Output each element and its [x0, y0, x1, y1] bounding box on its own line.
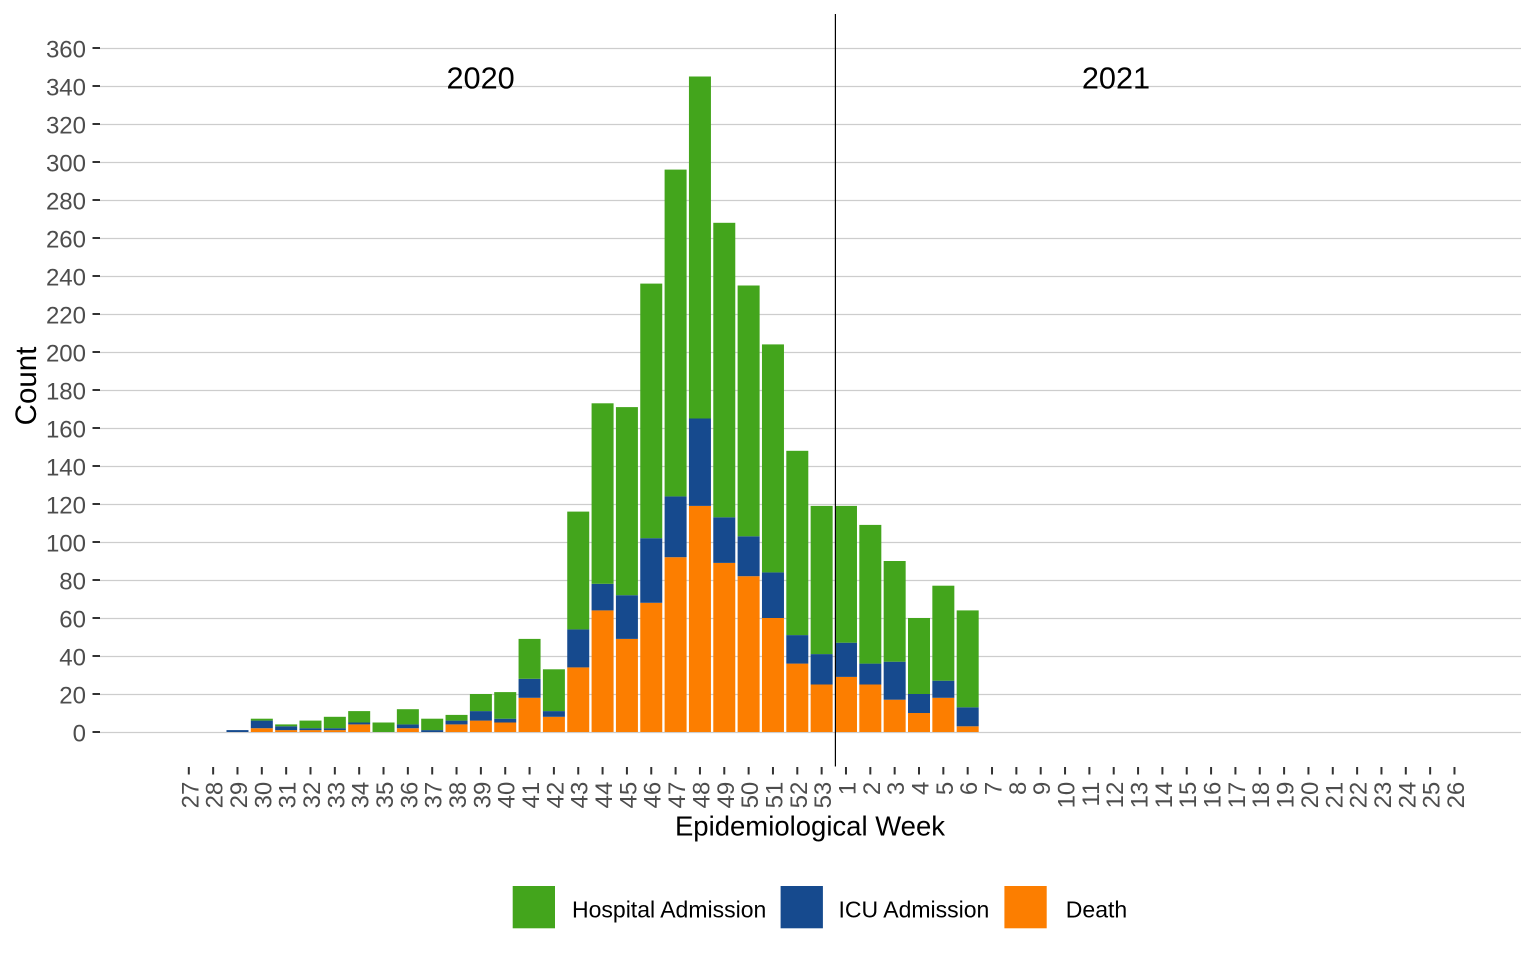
svg-text:24: 24 — [1394, 782, 1421, 809]
svg-text:51: 51 — [761, 782, 788, 809]
svg-text:Hospital Admission: Hospital Admission — [572, 897, 766, 923]
svg-text:28: 28 — [202, 782, 229, 809]
svg-text:40: 40 — [59, 645, 86, 672]
svg-text:39: 39 — [469, 782, 496, 809]
svg-text:60: 60 — [59, 607, 86, 634]
svg-text:49: 49 — [713, 782, 740, 809]
svg-text:42: 42 — [542, 782, 569, 809]
svg-text:13: 13 — [1127, 782, 1154, 809]
svg-text:2: 2 — [859, 782, 886, 795]
svg-text:200: 200 — [46, 341, 86, 368]
svg-text:9: 9 — [1029, 782, 1056, 795]
svg-text:22: 22 — [1346, 782, 1373, 809]
svg-text:2021: 2021 — [1082, 61, 1150, 96]
svg-text:19: 19 — [1273, 782, 1300, 809]
svg-text:34: 34 — [348, 782, 375, 809]
svg-text:7: 7 — [981, 782, 1008, 795]
svg-text:52: 52 — [786, 782, 813, 809]
svg-text:20: 20 — [1297, 782, 1324, 809]
svg-text:Count: Count — [10, 347, 43, 426]
svg-text:53: 53 — [810, 782, 837, 809]
svg-text:320: 320 — [46, 113, 86, 140]
svg-text:41: 41 — [518, 782, 545, 809]
svg-text:10: 10 — [1054, 782, 1081, 809]
svg-text:240: 240 — [46, 265, 86, 292]
svg-text:Death: Death — [1066, 897, 1127, 923]
svg-text:280: 280 — [46, 189, 86, 216]
svg-text:32: 32 — [299, 782, 326, 809]
svg-text:6: 6 — [956, 782, 983, 795]
svg-text:260: 260 — [46, 227, 86, 254]
svg-text:27: 27 — [177, 782, 204, 809]
svg-text:120: 120 — [46, 493, 86, 520]
svg-text:0: 0 — [73, 721, 86, 748]
svg-text:340: 340 — [46, 75, 86, 102]
svg-text:2020: 2020 — [446, 61, 514, 96]
svg-text:29: 29 — [226, 782, 253, 809]
svg-text:11: 11 — [1078, 782, 1105, 807]
svg-text:20: 20 — [59, 683, 86, 710]
svg-text:30: 30 — [250, 782, 277, 809]
svg-text:46: 46 — [640, 782, 667, 809]
svg-text:35: 35 — [372, 782, 399, 809]
svg-text:80: 80 — [59, 569, 86, 596]
svg-text:45: 45 — [615, 782, 642, 809]
svg-text:25: 25 — [1419, 782, 1446, 809]
svg-text:15: 15 — [1175, 782, 1202, 809]
svg-text:37: 37 — [421, 782, 448, 809]
svg-text:50: 50 — [737, 782, 764, 809]
svg-text:43: 43 — [567, 782, 594, 809]
svg-text:38: 38 — [445, 782, 472, 809]
svg-text:300: 300 — [46, 151, 86, 178]
svg-text:3: 3 — [883, 782, 910, 795]
svg-text:1: 1 — [834, 782, 861, 795]
svg-text:5: 5 — [932, 782, 959, 795]
svg-text:16: 16 — [1200, 782, 1227, 809]
svg-text:48: 48 — [688, 782, 715, 809]
svg-text:23: 23 — [1370, 782, 1397, 809]
svg-text:44: 44 — [591, 782, 618, 809]
svg-text:180: 180 — [46, 379, 86, 406]
svg-text:160: 160 — [46, 417, 86, 444]
svg-text:31: 31 — [275, 782, 302, 809]
svg-text:21: 21 — [1321, 782, 1348, 809]
svg-text:220: 220 — [46, 303, 86, 330]
svg-text:17: 17 — [1224, 782, 1251, 809]
svg-text:ICU Admission: ICU Admission — [839, 897, 990, 923]
svg-text:33: 33 — [323, 782, 350, 809]
svg-text:18: 18 — [1248, 782, 1275, 809]
svg-text:12: 12 — [1102, 782, 1129, 809]
svg-text:4: 4 — [908, 782, 935, 795]
svg-text:140: 140 — [46, 455, 86, 482]
svg-text:Epidemiological Week: Epidemiological Week — [675, 811, 945, 842]
svg-text:47: 47 — [664, 782, 691, 809]
svg-text:36: 36 — [396, 782, 423, 809]
svg-text:100: 100 — [46, 531, 86, 558]
svg-text:360: 360 — [46, 37, 86, 64]
svg-text:26: 26 — [1443, 782, 1470, 809]
svg-text:40: 40 — [494, 782, 521, 809]
svg-text:14: 14 — [1151, 782, 1178, 809]
svg-text:8: 8 — [1005, 782, 1032, 795]
